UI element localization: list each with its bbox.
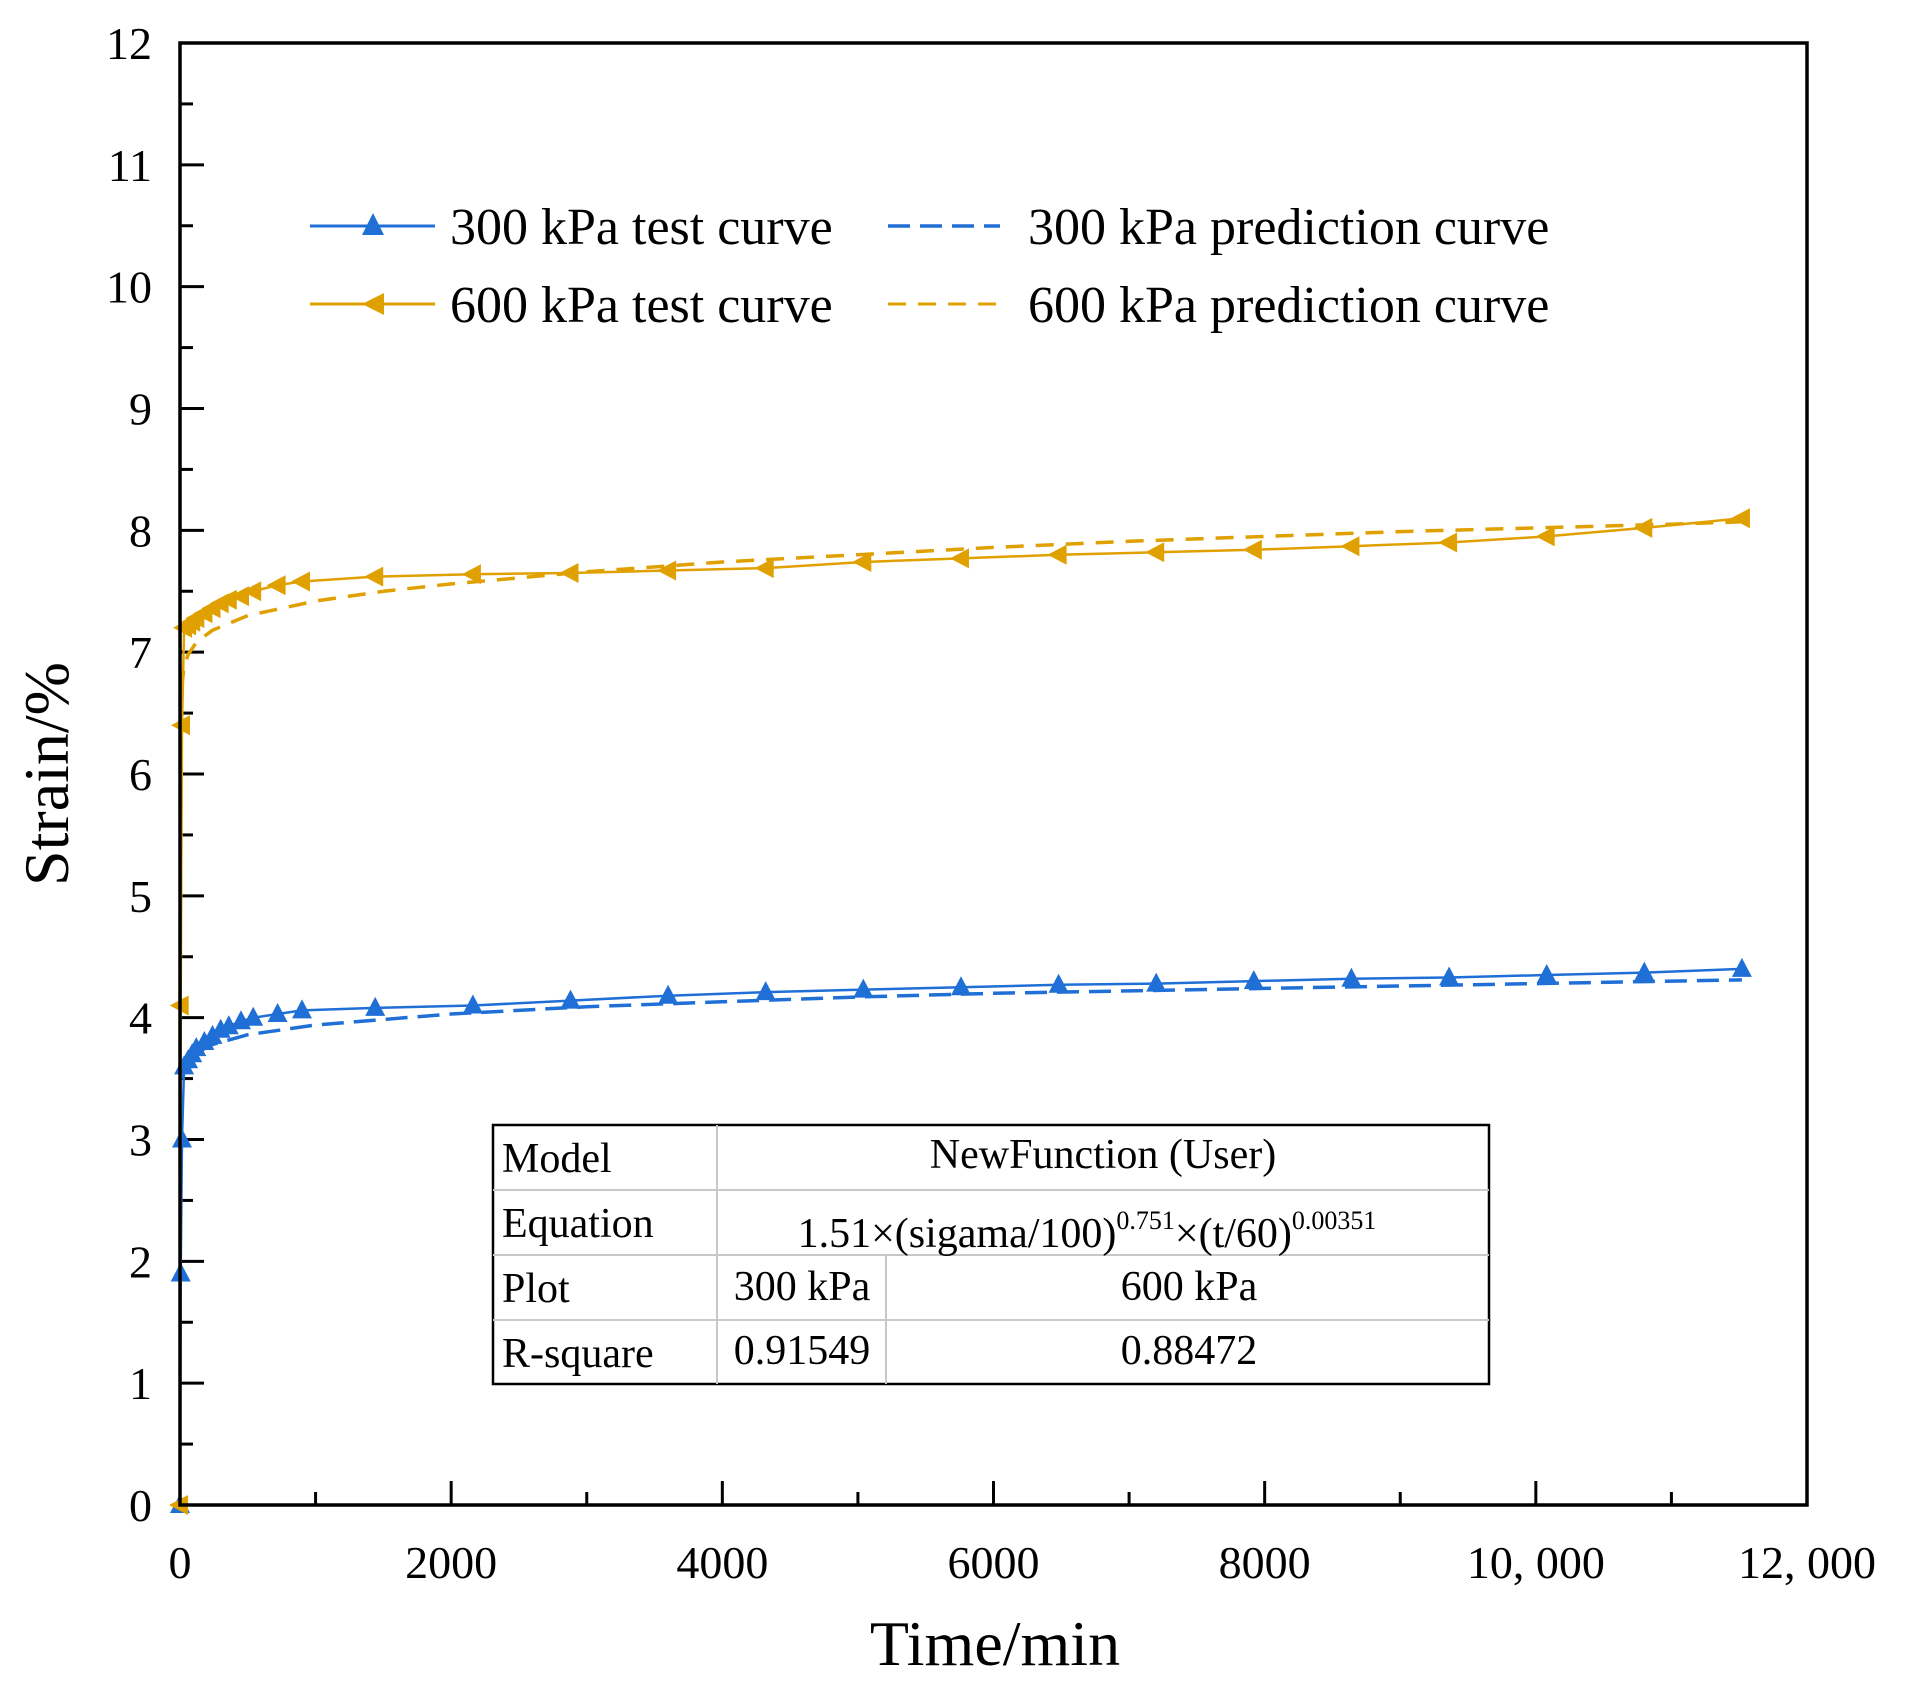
data-point-600-kpa-test-curve — [950, 548, 969, 569]
data-point-300-kpa-test-curve — [1731, 957, 1752, 977]
data-point-300-kpa-test-curve — [658, 984, 679, 1004]
data-point-300-kpa-test-curve — [365, 996, 386, 1016]
table-value-equation: 1.51×(sigama/100)0.751×(t/60)0.00351 — [798, 1206, 1377, 1257]
y-tick-label: 5 — [129, 871, 152, 922]
x-tick-label: 10, 000 — [1467, 1537, 1605, 1588]
y-tick-label: 11 — [108, 140, 152, 191]
series-600-kpa-test-curve — [169, 508, 1750, 1515]
x-tick-label: 2000 — [405, 1537, 497, 1588]
legend-marker-600-test — [362, 293, 384, 315]
data-point-600-kpa-test-curve — [1145, 542, 1165, 563]
equation-base-1: 1.51×(sigama/100) — [798, 1211, 1117, 1257]
table-label-rsquare: R-square — [502, 1331, 654, 1377]
data-point-300-kpa-test-curve — [560, 989, 581, 1009]
y-tick-label: 10 — [106, 262, 152, 313]
legend-marker-300-test — [362, 213, 384, 235]
table-rsquare-600: 0.88472 — [1121, 1328, 1258, 1374]
data-point-600-kpa-test-curve — [1730, 508, 1750, 529]
data-point-300-kpa-test-curve — [1634, 961, 1655, 981]
fit-statistics-table: Model NewFunction (User) Equation 1.51×(… — [491, 1123, 1491, 1386]
y-tick-label: 2 — [129, 1236, 152, 1287]
data-point-600-kpa-test-curve — [217, 589, 237, 610]
data-point-600-kpa-test-curve — [364, 566, 384, 587]
x-axis-title: Time/min — [870, 1608, 1120, 1679]
data-point-600-kpa-test-curve — [1535, 526, 1555, 547]
series-600-kpa-prediction-curve — [179, 520, 1742, 689]
legend: 300 kPa test curve 300 kPa prediction cu… — [310, 199, 1549, 334]
data-point-300-kpa-test-curve — [1341, 967, 1362, 987]
data-point-600-kpa-test-curve — [1242, 539, 1262, 560]
y-tick-label: 3 — [129, 1115, 152, 1166]
x-tick-label: 12, 000 — [1738, 1537, 1876, 1588]
data-point-300-kpa-test-curve — [243, 1006, 264, 1026]
data-point-600-kpa-test-curve — [1633, 517, 1653, 538]
series-line-300-kpa-prediction-curve — [179, 978, 1742, 1080]
tick-layer: 0 2000 4000 6000 8000 10, 000 12, 000012345678… — [106, 18, 1876, 1588]
data-point-600-kpa-test-curve — [461, 564, 481, 585]
series-line-600-kpa-prediction-curve — [179, 520, 1742, 689]
data-point-300-kpa-test-curve — [218, 1015, 239, 1035]
data-point-300-kpa-test-curve — [853, 978, 874, 998]
legend-label-300-pred: 300 kPa prediction curve — [1028, 199, 1549, 256]
table-plot-300: 300 kPa — [734, 1264, 871, 1310]
data-point-300-kpa-test-curve — [292, 999, 312, 1019]
table-rsquare-300: 0.91549 — [734, 1328, 871, 1374]
data-point-300-kpa-test-curve — [1439, 966, 1460, 986]
table-label-plot: Plot — [502, 1266, 570, 1312]
x-tick-label: 0 — [169, 1537, 192, 1588]
table-plot-600: 600 kPa — [1121, 1264, 1258, 1310]
data-point-300-kpa-test-curve — [1243, 970, 1264, 990]
y-axis-title: Strain/% — [11, 662, 82, 886]
table-value-model: NewFunction (User) — [930, 1132, 1276, 1178]
y-tick-label: 12 — [106, 18, 152, 69]
legend-label-600-pred: 600 kPa prediction curve — [1028, 277, 1549, 334]
table-label-equation: Equation — [502, 1201, 654, 1247]
data-point-300-kpa-test-curve — [462, 994, 483, 1014]
data-point-300-kpa-test-curve — [1048, 973, 1069, 993]
data-point-300-kpa-test-curve — [172, 1128, 192, 1148]
data-point-600-kpa-test-curve — [657, 560, 677, 581]
y-tick-label: 0 — [129, 1480, 152, 1531]
data-point-300-kpa-test-curve — [267, 1003, 288, 1022]
data-point-600-kpa-test-curve — [754, 558, 774, 579]
legend-label-300-test: 300 kPa test curve — [450, 199, 833, 256]
equation-exponent-1: 0.751 — [1116, 1206, 1175, 1235]
data-point-600-kpa-test-curve — [852, 552, 872, 572]
data-point-300-kpa-test-curve — [951, 976, 971, 996]
series-300-kpa-prediction-curve — [179, 978, 1742, 1080]
data-point-600-kpa-test-curve — [242, 581, 262, 602]
data-point-600-kpa-test-curve — [1438, 532, 1458, 553]
data-point-600-kpa-test-curve — [291, 571, 310, 592]
x-tick-label: 4000 — [676, 1537, 768, 1588]
x-tick-label: 6000 — [948, 1537, 1040, 1588]
data-point-600-kpa-test-curve — [1047, 544, 1067, 565]
data-point-300-kpa-test-curve — [1536, 964, 1557, 983]
legend-label-600-test: 600 kPa test curve — [450, 277, 833, 334]
data-point-300-kpa-test-curve — [1146, 972, 1167, 992]
x-tick-label: 8000 — [1219, 1537, 1311, 1588]
equation-base-2: ×(t/60) — [1175, 1211, 1292, 1257]
equation-exponent-2: 0.00351 — [1292, 1206, 1377, 1235]
y-tick-label: 4 — [129, 993, 152, 1044]
y-tick-label: 7 — [129, 627, 152, 678]
data-point-600-kpa-test-curve — [1340, 536, 1360, 557]
y-tick-label: 6 — [129, 749, 152, 800]
plot-frame — [178, 41, 1809, 1507]
y-tick-label: 8 — [129, 505, 152, 556]
table-label-model: Model — [502, 1136, 612, 1182]
data-point-300-kpa-test-curve — [755, 981, 776, 1001]
series-layer — [169, 508, 1752, 1515]
y-tick-label: 9 — [129, 384, 152, 435]
data-point-600-kpa-test-curve — [266, 575, 286, 596]
y-tick-label: 1 — [129, 1358, 152, 1409]
series-300-kpa-test-curve — [170, 957, 1752, 1513]
